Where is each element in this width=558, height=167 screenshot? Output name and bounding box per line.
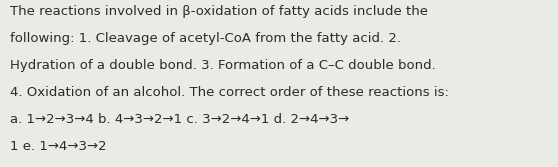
Text: a. 1→2→3→4 b. 4→3→2→1 c. 3→2→4→1 d. 2→4→3→: a. 1→2→3→4 b. 4→3→2→1 c. 3→2→4→1 d. 2→4→…	[10, 113, 349, 126]
Text: The reactions involved in β-oxidation of fatty acids include the: The reactions involved in β-oxidation of…	[10, 5, 428, 18]
Text: 1 e. 1→4→3→2: 1 e. 1→4→3→2	[10, 140, 107, 153]
Text: following: 1. Cleavage of acetyl-CoA from the fatty acid. 2.: following: 1. Cleavage of acetyl-CoA fro…	[10, 32, 401, 45]
Text: Hydration of a double bond. 3. Formation of a C–C double bond.: Hydration of a double bond. 3. Formation…	[10, 59, 436, 72]
Text: 4. Oxidation of an alcohol. The correct order of these reactions is:: 4. Oxidation of an alcohol. The correct …	[10, 86, 449, 99]
